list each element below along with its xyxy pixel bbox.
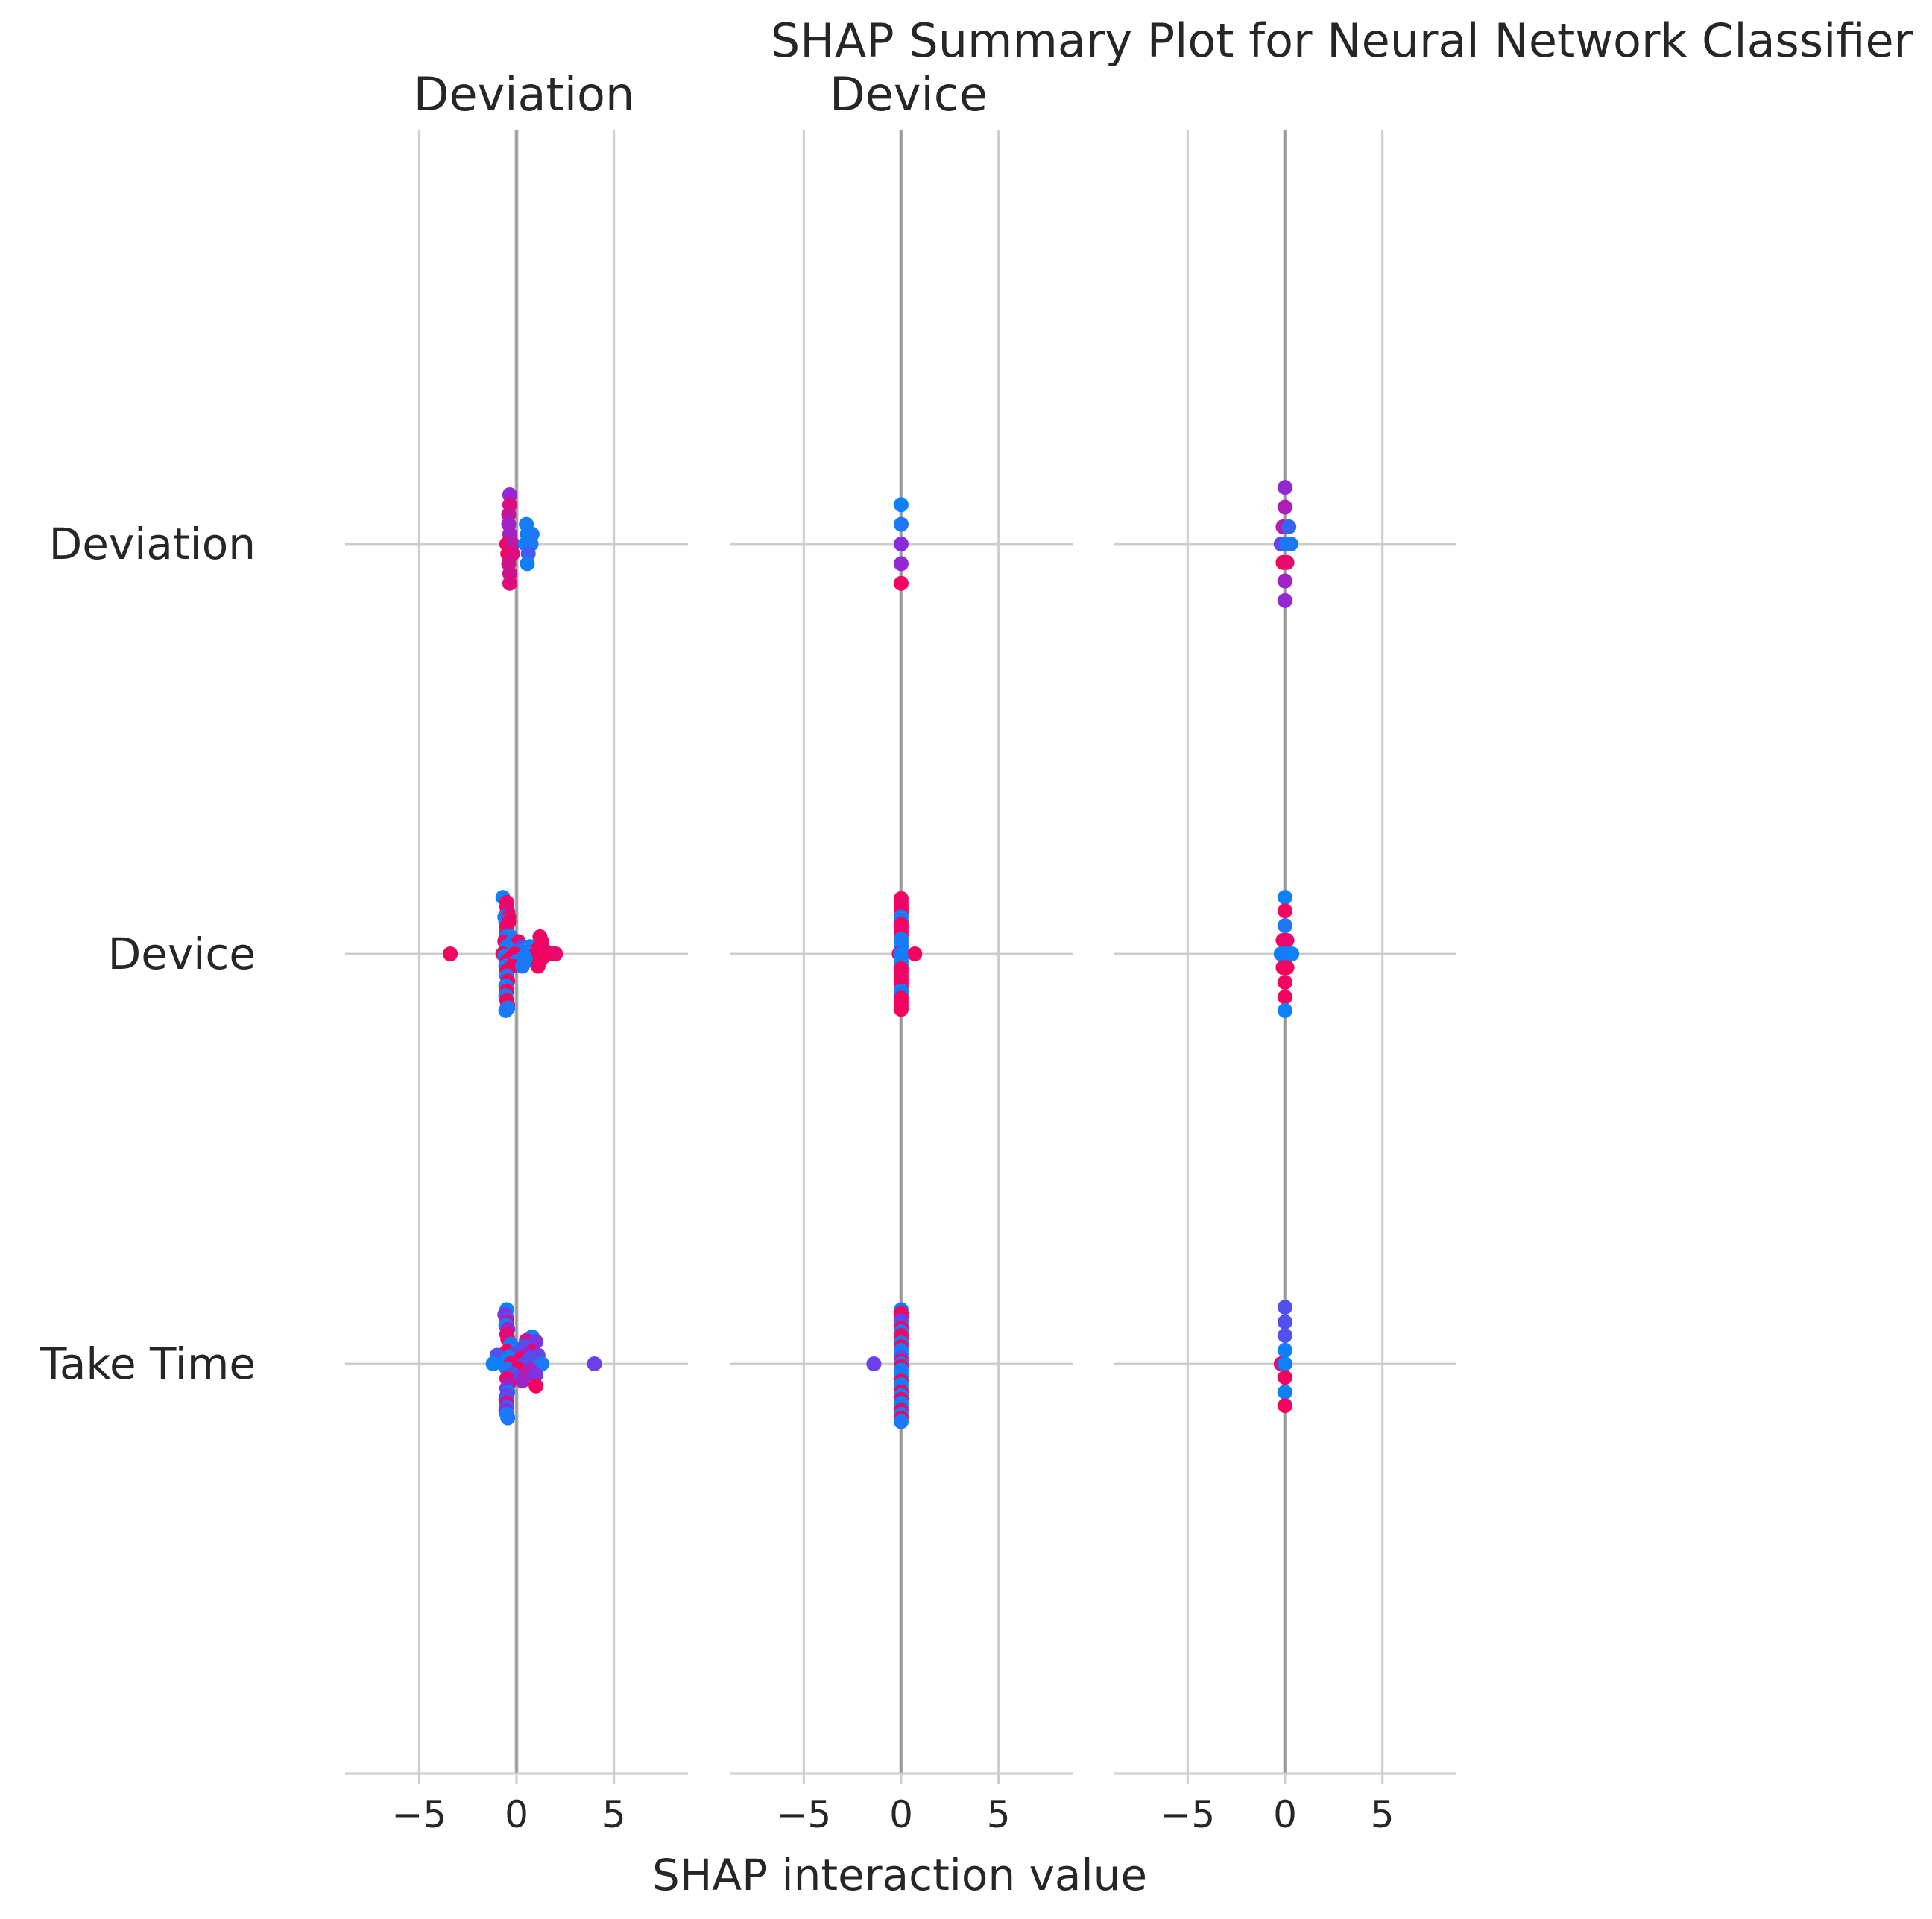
shap-point	[1279, 960, 1295, 976]
panel-1: −5 0 5 Deviation	[345, 67, 688, 1836]
x-tick-label: 5	[987, 1793, 1011, 1836]
column-title: Device	[830, 67, 988, 121]
feature-label: Take Time	[40, 1338, 256, 1389]
x-tick-label: −5	[776, 1793, 831, 1836]
shap-point	[1278, 1328, 1292, 1343]
shap-point	[1278, 918, 1292, 933]
shap-point	[866, 1356, 882, 1371]
shap-point	[1284, 946, 1300, 961]
x-axis-label: SHAP interaction value	[652, 1850, 1147, 1900]
shap-point	[520, 556, 535, 572]
shap-point	[1278, 903, 1292, 919]
shap-point	[894, 1002, 909, 1017]
chart-title: SHAP Summary Plot for Neural Network Cla…	[771, 13, 1913, 68]
shap-point	[530, 958, 546, 974]
shap-point	[894, 556, 909, 572]
shap-point	[1278, 573, 1292, 589]
x-tick-label: 5	[602, 1793, 626, 1836]
shap-point	[1278, 480, 1292, 496]
shap-point	[528, 1378, 544, 1394]
shap-point	[587, 1356, 602, 1371]
shap-point	[500, 1000, 516, 1016]
shap-point	[1283, 537, 1298, 551]
shap-point	[1278, 1370, 1292, 1385]
feature-label: Device	[108, 929, 256, 979]
column-title: Deviation	[414, 67, 635, 121]
shap-point	[894, 537, 909, 551]
shap-point	[1278, 1356, 1292, 1371]
shap-point	[1278, 890, 1292, 905]
shap-point	[894, 1414, 909, 1429]
shap-point	[514, 958, 530, 974]
shap-point	[1278, 989, 1292, 1005]
shap-point	[500, 1410, 516, 1426]
shap-point	[528, 1367, 544, 1382]
panels-group: Deviation Device Take Time −5 0 5 Deviation −5 0…	[40, 67, 1456, 1836]
shap-point	[894, 516, 909, 532]
shap-point	[1279, 932, 1295, 948]
shap-point	[1278, 1314, 1292, 1330]
shap-point	[1279, 554, 1295, 570]
shap-point	[443, 946, 458, 961]
shap-point	[894, 497, 909, 513]
shap-point	[1278, 1398, 1292, 1414]
shap-point	[534, 1356, 549, 1371]
shap-point	[1281, 519, 1297, 534]
panel-3: −5 0 5	[1114, 130, 1456, 1836]
shap-point	[907, 946, 923, 961]
feature-label: Deviation	[49, 519, 256, 569]
shap-point	[1278, 592, 1292, 608]
x-tick-label: 5	[1371, 1793, 1395, 1836]
x-tick-label: 0	[1273, 1793, 1297, 1836]
shap-point	[1278, 975, 1292, 990]
shap-point	[502, 575, 517, 591]
shap-point	[1278, 1342, 1292, 1358]
x-tick-label: 0	[889, 1793, 913, 1836]
x-tick-label: −5	[391, 1793, 446, 1836]
x-tick-label: 0	[505, 1793, 528, 1836]
shap-point	[894, 575, 909, 591]
shap-point	[1278, 1385, 1292, 1400]
shap-point	[1278, 1300, 1292, 1315]
shap-point	[548, 946, 564, 961]
panel-2: −5 0 5 Device	[730, 67, 1073, 1836]
shap-point	[1278, 499, 1292, 515]
x-tick-label: −5	[1160, 1793, 1215, 1836]
shap-point	[1278, 1002, 1292, 1018]
shap-point	[514, 1373, 530, 1389]
